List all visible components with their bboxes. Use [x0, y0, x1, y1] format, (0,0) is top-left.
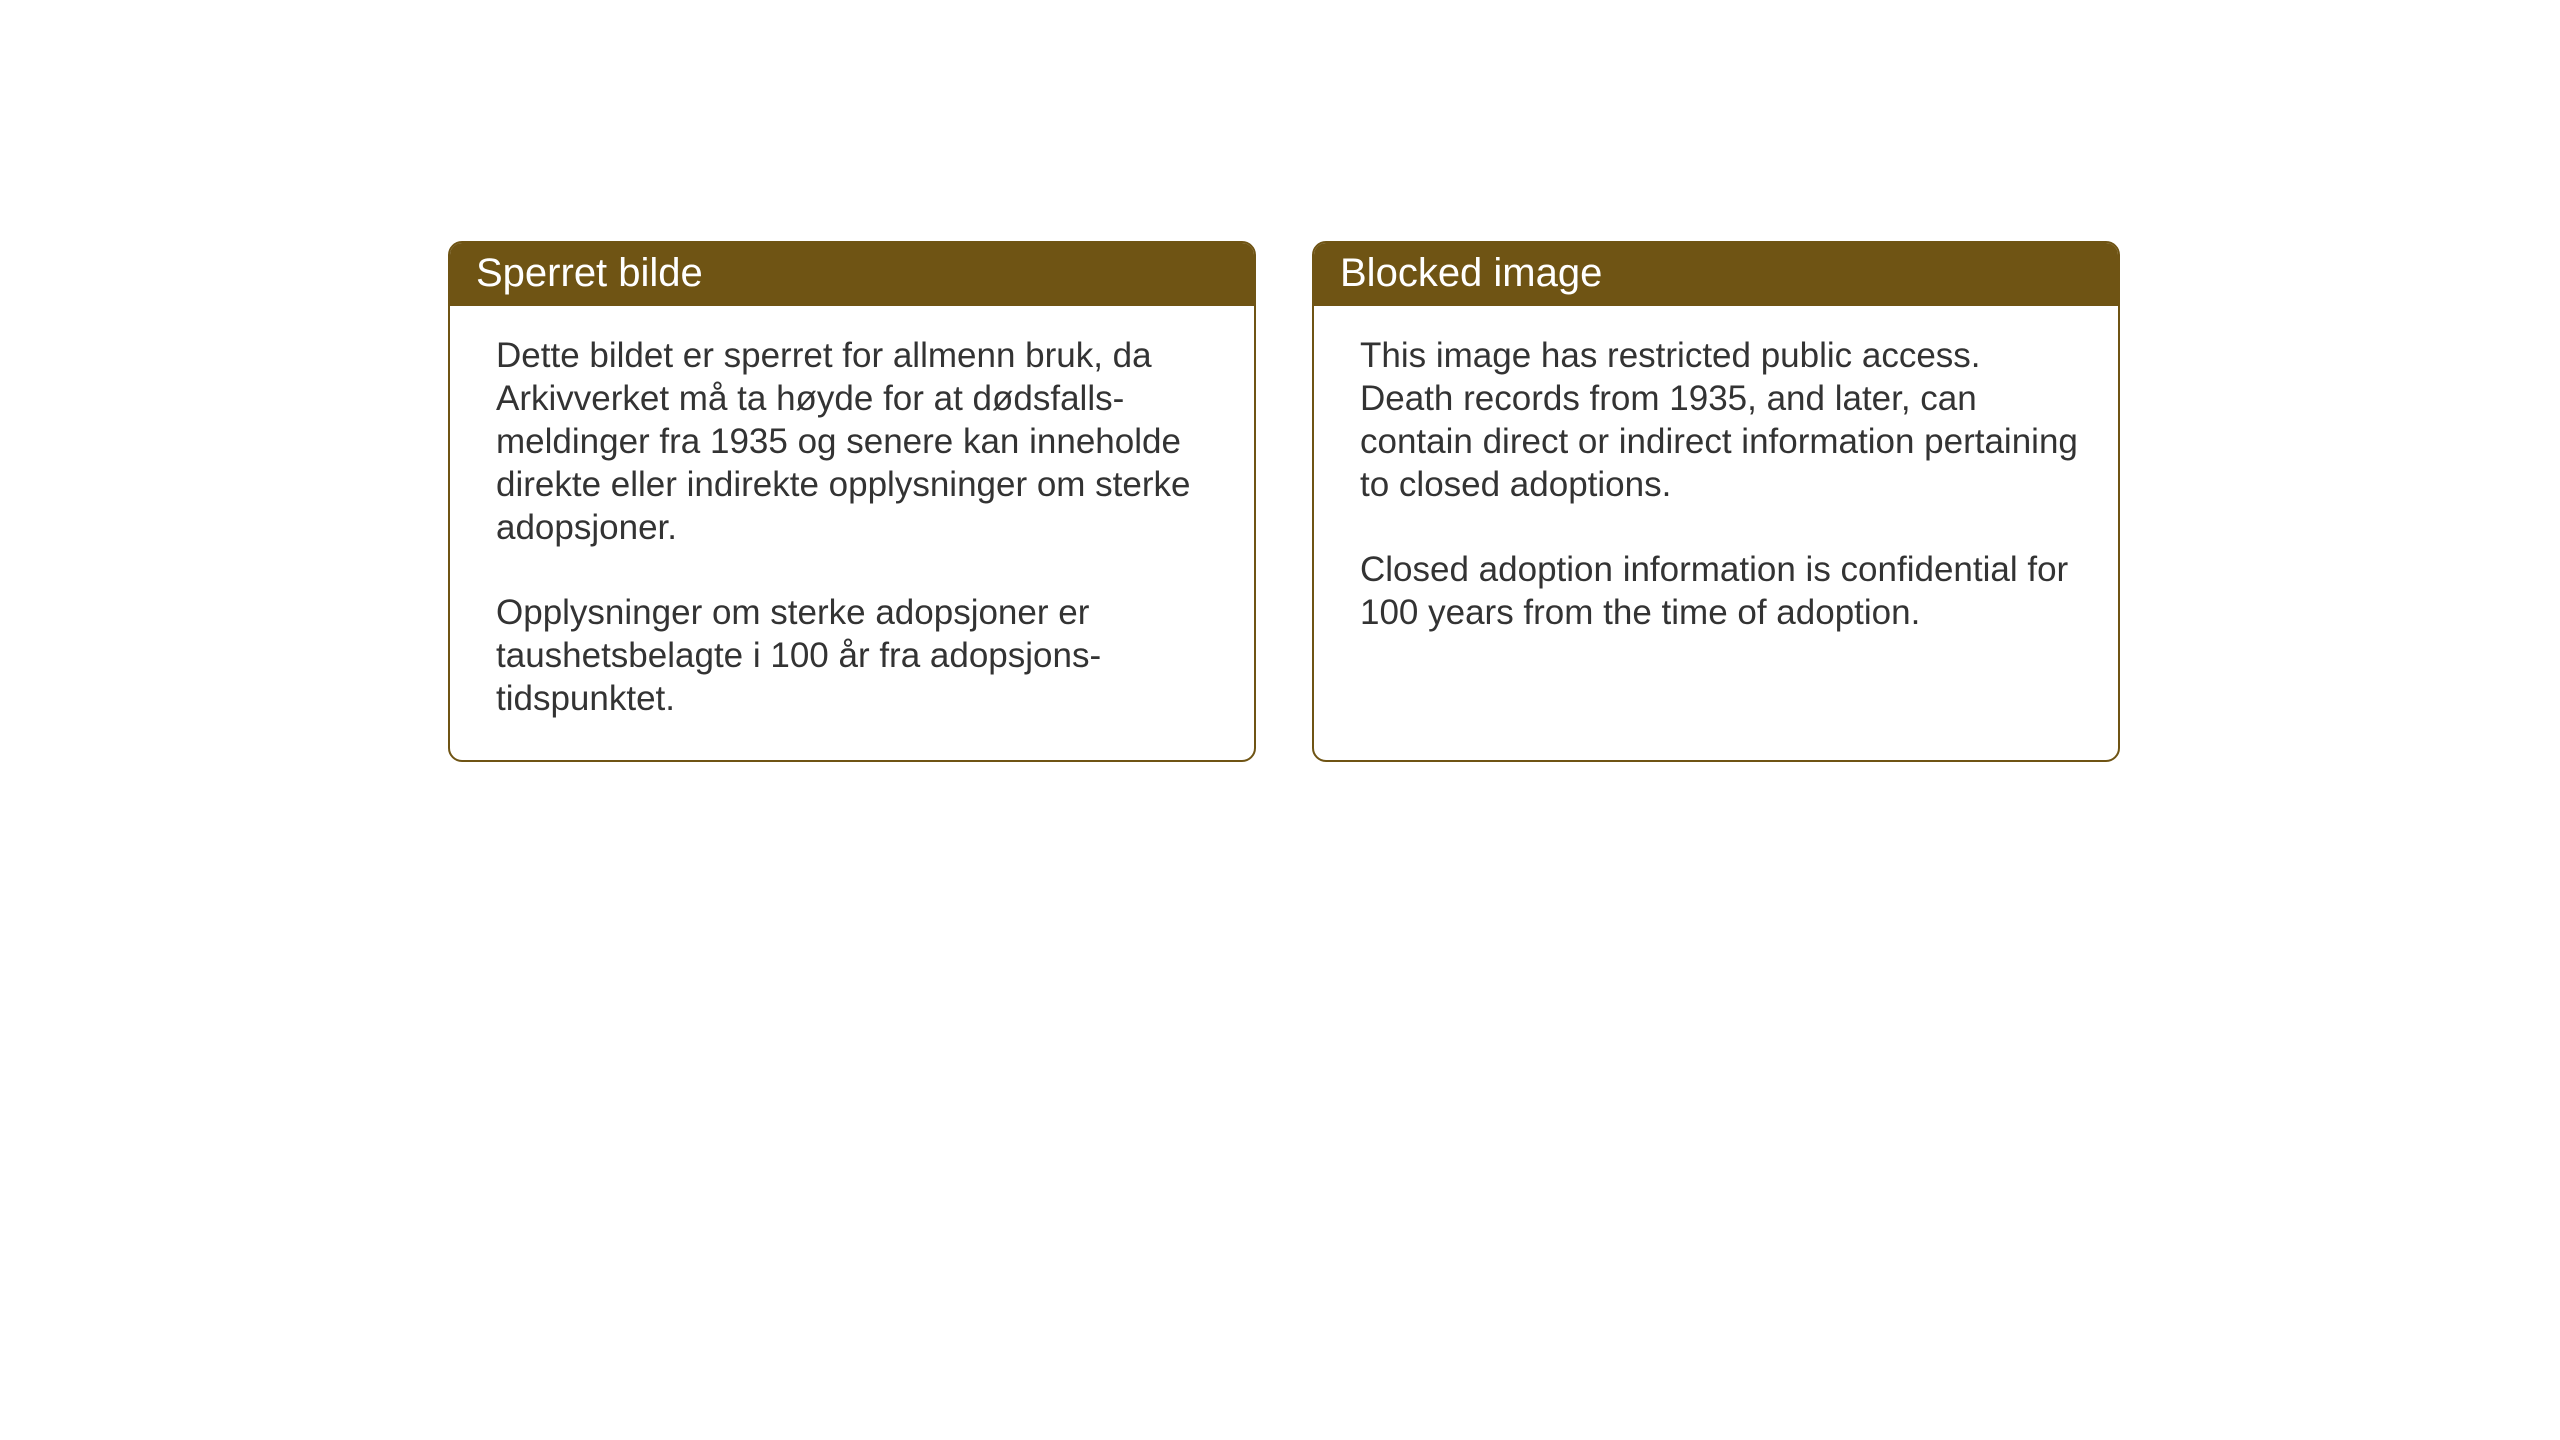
notice-card-english: Blocked image This image has restricted … [1312, 241, 2120, 762]
card-paragraph-2-english: Closed adoption information is confident… [1360, 548, 2078, 634]
card-body-norwegian: Dette bildet er sperret for allmenn bruk… [450, 306, 1254, 760]
notice-container: Sperret bilde Dette bildet er sperret fo… [448, 241, 2120, 762]
card-header-norwegian: Sperret bilde [450, 243, 1254, 306]
notice-card-norwegian: Sperret bilde Dette bildet er sperret fo… [448, 241, 1256, 762]
card-paragraph-2-norwegian: Opplysninger om sterke adopsjoner er tau… [496, 591, 1214, 720]
card-paragraph-1-english: This image has restricted public access.… [1360, 334, 2078, 506]
card-paragraph-1-norwegian: Dette bildet er sperret for allmenn bruk… [496, 334, 1214, 549]
card-title-english: Blocked image [1340, 251, 1602, 295]
card-title-norwegian: Sperret bilde [476, 251, 703, 295]
card-header-english: Blocked image [1314, 243, 2118, 306]
card-body-english: This image has restricted public access.… [1314, 306, 2118, 674]
